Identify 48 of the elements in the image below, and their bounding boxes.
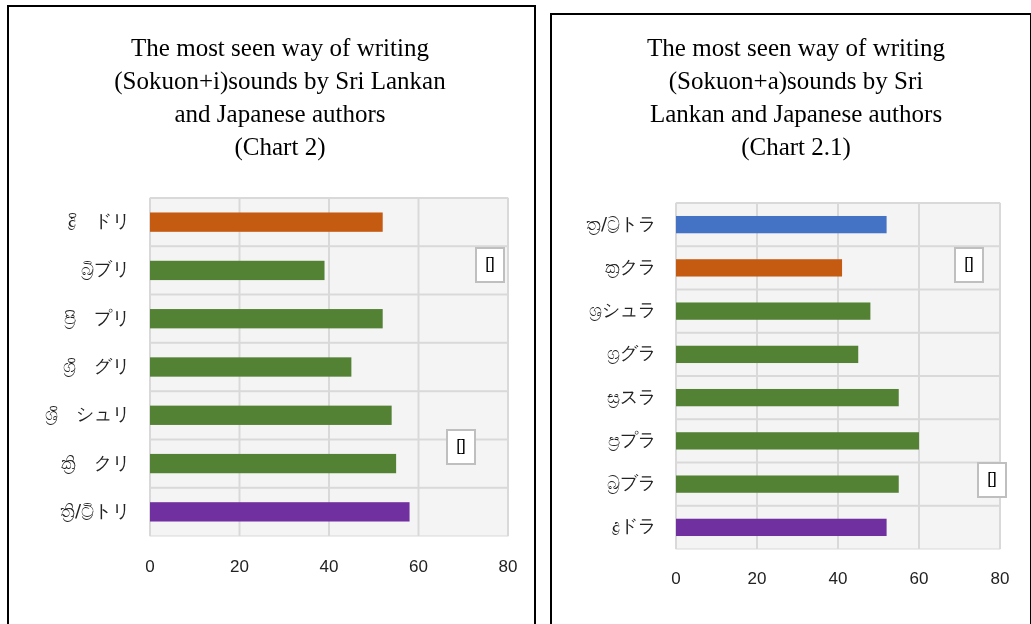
chart-subtitle: (Chart 2) bbox=[234, 133, 326, 161]
y-tick-label: ස්‍රスラ bbox=[607, 385, 656, 408]
y-tick-label: ත්‍රි/ට්‍රිトリ bbox=[59, 499, 130, 522]
annotation: [] bbox=[485, 254, 495, 274]
y-tick-label: ද්‍රドラ bbox=[612, 515, 656, 537]
y-tick-label: ක්‍රクラ bbox=[605, 255, 656, 278]
bar bbox=[150, 212, 383, 232]
y-tick-label: බ්‍රブラ bbox=[607, 472, 656, 495]
y-tick-label: ශ්‍රシュラ bbox=[589, 299, 656, 322]
x-tick-label: 0 bbox=[671, 569, 681, 588]
x-tick-label: 80 bbox=[498, 557, 518, 576]
bar bbox=[676, 302, 871, 320]
bar bbox=[676, 432, 919, 450]
x-tick-label: 40 bbox=[319, 557, 339, 576]
x-tick-label: 60 bbox=[909, 569, 929, 588]
bar bbox=[676, 259, 843, 277]
y-tick-label: ප්‍රプラ bbox=[608, 428, 656, 451]
bar bbox=[150, 260, 325, 281]
bar bbox=[150, 309, 383, 329]
x-tick-label: 80 bbox=[990, 569, 1010, 588]
y-tick-label: ද්‍රි ドリ bbox=[68, 210, 130, 232]
bar bbox=[676, 215, 887, 234]
y-tick-label: ත්‍ර/ට්‍රトラ bbox=[585, 212, 656, 235]
chart-subtitle: (Chart 2.1) bbox=[741, 133, 851, 161]
chart-title: The most seen way of writing (Sokuon+a)sounds by Sri Lankan and Japanese authors bbox=[647, 34, 946, 127]
y-tick-label: ශ්‍රි シュリ bbox=[45, 403, 130, 426]
x-tick-label: 60 bbox=[409, 557, 428, 576]
bar bbox=[150, 405, 392, 425]
bar bbox=[676, 388, 899, 407]
annotation: [] bbox=[456, 436, 466, 456]
y-tick-label: බ්‍රිブリ bbox=[81, 258, 130, 281]
chart-title: The most seen way of writing (Sokuon+i)sounds by Sri Lankan and Japanese authors bbox=[114, 34, 447, 127]
y-tick-label: ප්‍රි プリ bbox=[64, 306, 130, 329]
y-tick-label: ග්‍රි グリ bbox=[63, 355, 130, 377]
bar bbox=[676, 345, 859, 364]
annotation: [] bbox=[987, 469, 997, 489]
bar bbox=[150, 357, 352, 377]
x-tick-label: 0 bbox=[145, 557, 155, 576]
bar bbox=[150, 502, 410, 522]
x-tick-label: 20 bbox=[747, 569, 767, 588]
x-tick-label: 20 bbox=[230, 557, 249, 576]
bar bbox=[150, 453, 397, 474]
bar bbox=[676, 475, 899, 493]
y-tick-label: ග්‍රグラ bbox=[607, 342, 656, 365]
annotation: [] bbox=[964, 254, 974, 274]
y-tick-label: ක්‍රි クリ bbox=[61, 451, 130, 474]
bar bbox=[676, 518, 887, 537]
x-tick-label: 40 bbox=[828, 569, 848, 588]
